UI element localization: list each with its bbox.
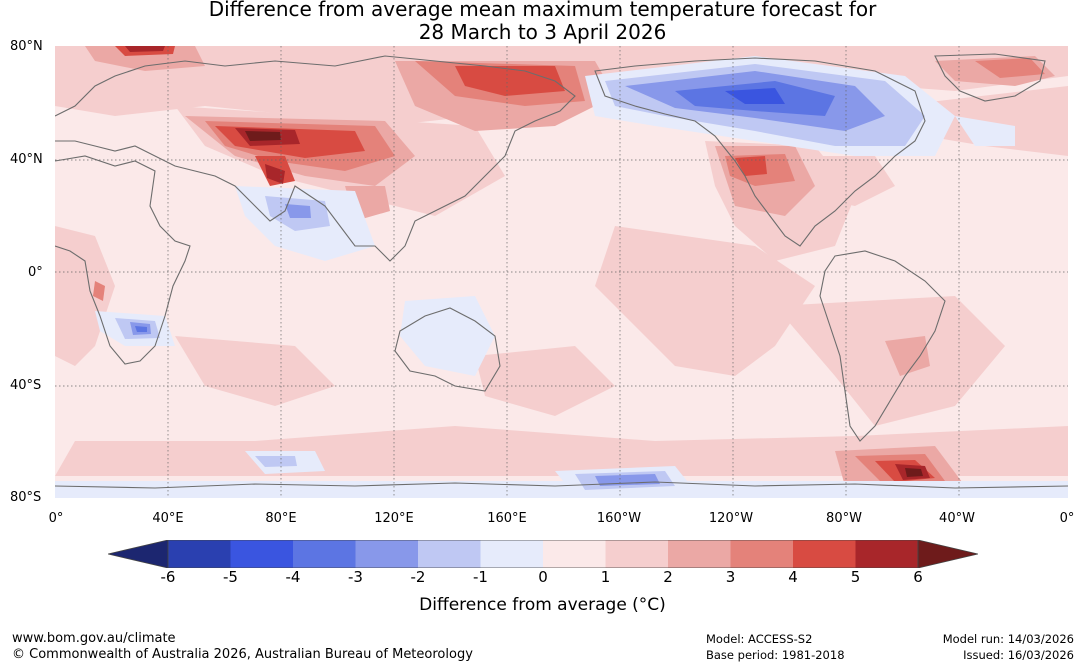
anomaly-above-6-regions <box>245 131 923 477</box>
lon-label-0-right: 0° <box>1059 511 1075 526</box>
lat-label-40s: 40°S <box>10 378 42 393</box>
colorbar-swatch-5-6 <box>855 540 918 568</box>
lat-label-80s: 80°S <box>10 490 42 505</box>
graticule <box>55 46 1068 498</box>
colorbar-swatch--6--5 <box>168 540 231 568</box>
map-title-line2: 28 March to 3 April 2026 <box>418 20 667 44</box>
lon-label-160w: 160°W <box>596 511 642 526</box>
colorbar-label: Difference from average (°C) <box>419 595 666 615</box>
colorbar-tick: -5 <box>223 568 238 586</box>
anomaly-neg-5-4-regions <box>725 88 785 104</box>
colorbar-tick: -2 <box>410 568 426 586</box>
coast-africa <box>55 155 191 365</box>
colorbar-swatch-2-3 <box>668 540 731 568</box>
colorbar-tick: 5 <box>850 568 861 586</box>
lon-label-160e: 160°E <box>487 511 527 526</box>
coast-eurasia <box>55 55 576 262</box>
colorbar-tick: 1 <box>600 568 611 586</box>
colorbar-tick: -1 <box>473 568 488 586</box>
colorbar-tick: -6 <box>160 568 176 586</box>
colorbar-swatch-4-5 <box>793 540 856 568</box>
colorbar-swatch--4--3 <box>293 540 356 568</box>
copyright-text: © Commonwealth of Australia 2026, Austra… <box>12 647 473 662</box>
colorbar-tick: 2 <box>663 568 673 586</box>
map-title-line1: Difference from average mean maximum tem… <box>208 0 877 21</box>
model-run-date: Model run: 14/03/2026 <box>942 632 1074 646</box>
lon-label-40w: 40°W <box>939 511 975 526</box>
issued-date: Issued: 16/03/2026 <box>963 648 1074 662</box>
lon-label-80w: 80°W <box>826 511 862 526</box>
website-link[interactable]: www.bom.gov.au/climate <box>12 631 176 646</box>
coastlines <box>55 53 1068 489</box>
colorbar-swatch-1-2 <box>605 540 668 568</box>
coast-south-america <box>819 250 946 442</box>
lon-label-0: 0° <box>48 511 64 526</box>
lon-label-40e: 40°E <box>152 511 184 526</box>
lon-label-120e: 120°E <box>374 511 414 526</box>
colorbar-tick: 0 <box>538 568 548 586</box>
lat-label-40n: 40°N <box>10 152 43 167</box>
colorbar-frame <box>167 540 919 568</box>
lat-label-80n: 80°N <box>10 39 43 54</box>
temperature-anomaly-map <box>55 46 1068 498</box>
lon-label-80e: 80°E <box>265 511 297 526</box>
coast-antarctica <box>55 481 1068 489</box>
colorbar-swatch--2--1 <box>418 540 481 568</box>
colorbar-swatch-0-1 <box>543 540 606 568</box>
colorbar-tick: 4 <box>788 568 798 586</box>
colorbar-above-max <box>917 540 978 568</box>
coast-australia <box>394 307 501 392</box>
model-name: Model: ACCESS-S2 <box>706 632 813 646</box>
coast-north-america <box>594 57 926 247</box>
colorbar-below-min <box>108 540 169 568</box>
colorbar-swatch-3-4 <box>730 540 793 568</box>
colorbar-tick: 6 <box>913 568 923 586</box>
colorbar <box>108 540 978 568</box>
colorbar-swatch--5--4 <box>230 540 293 568</box>
colorbar-swatch--1-0 <box>480 540 543 568</box>
coast-greenland <box>934 53 1046 102</box>
base-period: Base period: 1981-2018 <box>706 648 845 662</box>
colorbar-tick: -4 <box>285 568 301 586</box>
lat-label-0: 0° <box>28 265 43 280</box>
colorbar-tick: -3 <box>348 568 363 586</box>
colorbar-tick: 3 <box>725 568 736 586</box>
colorbar-swatch--3--2 <box>355 540 418 568</box>
lon-label-120w: 120°W <box>708 511 754 526</box>
